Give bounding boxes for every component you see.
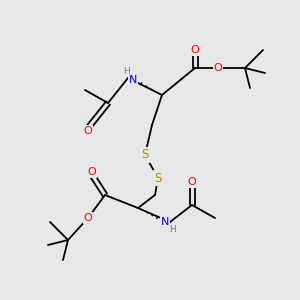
Text: S: S (141, 148, 149, 161)
Text: H: H (123, 67, 129, 76)
Text: O: O (214, 63, 222, 73)
Text: N: N (129, 75, 137, 85)
Text: O: O (84, 126, 92, 136)
Text: S: S (154, 172, 162, 184)
Text: O: O (190, 45, 200, 55)
Text: O: O (84, 213, 92, 223)
Text: N: N (161, 217, 169, 227)
Text: O: O (88, 167, 96, 177)
Text: O: O (188, 177, 196, 187)
Text: H: H (169, 226, 176, 235)
